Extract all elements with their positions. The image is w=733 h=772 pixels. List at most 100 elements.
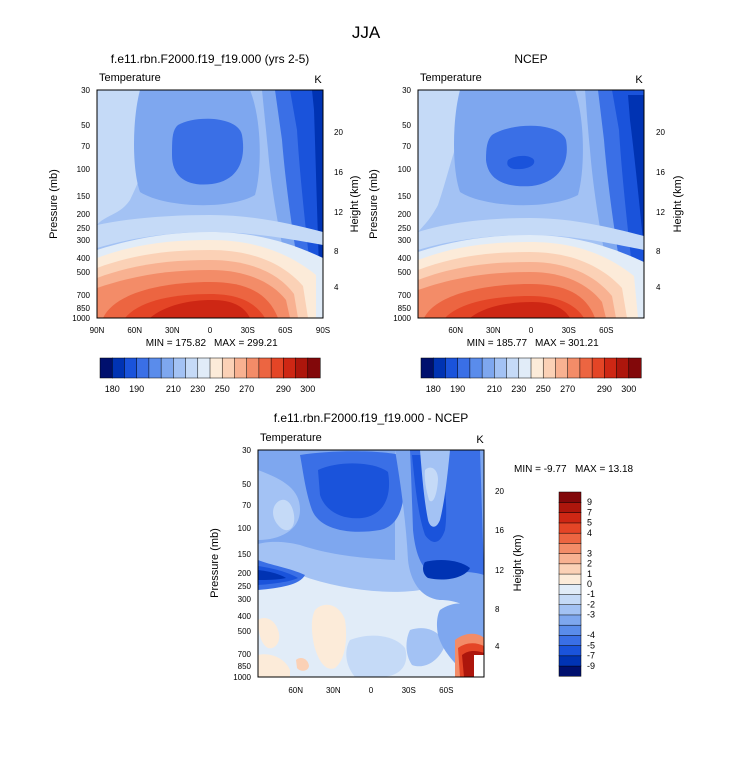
x-tick-label: 30N bbox=[326, 686, 341, 695]
y-tick-label: 200 bbox=[238, 569, 252, 578]
colorbar-absolute-ncep: 180 190 210 230 250 270 290 300 bbox=[420, 357, 642, 394]
y-tick-label: 700 bbox=[398, 291, 412, 300]
colorbar-swatch bbox=[445, 357, 459, 379]
colorbar-swatch bbox=[558, 645, 582, 657]
colorbar-label: 4 bbox=[587, 528, 592, 538]
y-tick-label: 50 bbox=[81, 121, 90, 130]
y-tick-label: 250 bbox=[77, 224, 91, 233]
y-tick-label: 30 bbox=[402, 86, 411, 95]
y-tick-label: 100 bbox=[77, 165, 91, 174]
plot-frame bbox=[96, 89, 324, 319]
colorbar-label: 3 bbox=[587, 548, 592, 558]
y-tick-label: 700 bbox=[77, 291, 91, 300]
y2-tick-label: 8 bbox=[656, 247, 661, 256]
colorbar-label: 290 bbox=[276, 384, 291, 394]
y2-axis-label: Height (km) bbox=[512, 535, 524, 592]
colorbar-label: -2 bbox=[587, 599, 595, 609]
x-axis: 60N 30N 0 30S 60S bbox=[448, 326, 613, 335]
panel-model: f.e11.rbn.F2000.f19_f19.000 (yrs 2-5) Te… bbox=[48, 52, 361, 349]
variable-label: Temperature bbox=[260, 432, 322, 444]
colorbar-label: 1 bbox=[587, 569, 592, 579]
colorbar-label: 250 bbox=[215, 384, 230, 394]
colorbar-swatch bbox=[591, 357, 605, 379]
y2-tick-label: 4 bbox=[495, 642, 500, 651]
x-tick-label: 60S bbox=[439, 686, 453, 695]
colorbar-swatch bbox=[558, 655, 582, 667]
colorbar-label: 190 bbox=[450, 384, 465, 394]
y-tick-label: 200 bbox=[77, 210, 91, 219]
colorbar-swatch bbox=[481, 357, 495, 379]
colorbar-swatch bbox=[111, 357, 125, 379]
colorbar-swatch bbox=[558, 491, 582, 503]
colorbar-label: -3 bbox=[587, 610, 595, 620]
colorbar-label: 180 bbox=[426, 384, 441, 394]
x-tick-label: 60S bbox=[278, 326, 292, 335]
colorbar-swatch bbox=[124, 357, 138, 379]
y-tick-label: 300 bbox=[398, 236, 412, 245]
y-tick-label: 850 bbox=[77, 304, 91, 313]
min-value: MIN = -9.77 bbox=[514, 464, 567, 475]
colorbar-swatch bbox=[530, 357, 544, 379]
y2-tick-label: 16 bbox=[334, 168, 343, 177]
y-tick-label: 1000 bbox=[72, 314, 90, 323]
x-tick-label: 0 bbox=[369, 686, 374, 695]
colorbar-swatch bbox=[258, 357, 272, 379]
y-tick-label: 1000 bbox=[393, 314, 411, 323]
colorbar-swatch bbox=[604, 357, 618, 379]
contour-band bbox=[507, 155, 535, 170]
x-tick-label: 60N bbox=[288, 686, 303, 695]
y-tick-label: 30 bbox=[81, 86, 90, 95]
colorbar-label: 290 bbox=[597, 384, 612, 394]
colorbar-swatch bbox=[185, 357, 199, 379]
colorbar-label: 210 bbox=[487, 384, 502, 394]
y2-axis: 4 8 12 16 20 bbox=[495, 487, 504, 651]
colorbar-swatch bbox=[173, 357, 187, 379]
panel-title: f.e11.rbn.F2000.f19_f19.000 - NCEP bbox=[274, 411, 469, 425]
colorbar-label: -5 bbox=[587, 640, 595, 650]
colorbar-swatch bbox=[616, 357, 630, 379]
x-tick-label: 90N bbox=[90, 326, 105, 335]
contour-field bbox=[97, 90, 323, 318]
y2-tick-label: 8 bbox=[334, 247, 339, 256]
colorbar-swatch bbox=[221, 357, 235, 379]
y-tick-label: 250 bbox=[398, 224, 412, 233]
colorbar-swatch bbox=[136, 357, 150, 379]
colorbar-swatch bbox=[558, 522, 582, 534]
y-tick-label: 1000 bbox=[233, 673, 251, 682]
y-tick-label: 50 bbox=[402, 121, 411, 130]
colorbar-label: -4 bbox=[587, 630, 595, 640]
contour-field bbox=[258, 450, 484, 677]
contour-band bbox=[258, 654, 290, 677]
colorbar-swatch bbox=[558, 501, 582, 513]
contour-band bbox=[296, 658, 309, 671]
colorbar-label: 230 bbox=[190, 384, 205, 394]
colorbar-swatch bbox=[558, 563, 582, 575]
y2-axis: 4 8 12 16 20 bbox=[656, 128, 665, 292]
colorbar-swatch bbox=[558, 614, 582, 626]
colorbar-swatch bbox=[270, 357, 284, 379]
panel-title: f.e11.rbn.F2000.f19_f19.000 (yrs 2-5) bbox=[111, 52, 310, 66]
colorbar-swatch bbox=[579, 357, 593, 379]
y2-axis-label: Height (km) bbox=[672, 176, 684, 233]
y-tick-label: 50 bbox=[242, 480, 251, 489]
colorbar-swatch bbox=[506, 357, 520, 379]
panel-title: NCEP bbox=[514, 52, 547, 66]
colorbar-label: -1 bbox=[587, 589, 595, 599]
contour-band bbox=[258, 570, 286, 580]
contour-band bbox=[470, 302, 570, 318]
x-tick-label: 60N bbox=[448, 326, 463, 335]
panel-difference: f.e11.rbn.F2000.f19_f19.000 - NCEP Tempe… bbox=[209, 411, 634, 695]
colorbar-swatch bbox=[558, 593, 582, 605]
colorbar-label: 300 bbox=[300, 384, 315, 394]
y-tick-label: 500 bbox=[77, 268, 91, 277]
contour-band bbox=[97, 90, 200, 225]
y-axis: 30 50 70 100 150 200 250 300 400 500 700… bbox=[72, 86, 90, 323]
colorbar-swatch bbox=[628, 357, 642, 379]
colorbar-swatch bbox=[558, 665, 582, 677]
y2-tick-label: 12 bbox=[495, 566, 504, 575]
plot-frame bbox=[417, 89, 645, 319]
x-tick-label: 0 bbox=[208, 326, 213, 335]
colorbar-label: 230 bbox=[511, 384, 526, 394]
colorbar-label: 210 bbox=[166, 384, 181, 394]
contour-band bbox=[406, 628, 445, 667]
